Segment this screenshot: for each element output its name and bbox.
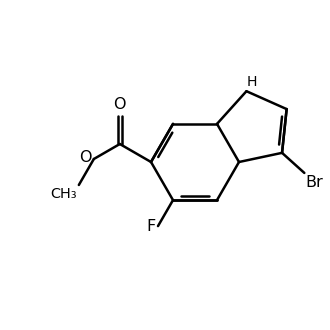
Text: Br: Br xyxy=(305,175,323,190)
Text: O: O xyxy=(79,150,92,166)
Text: F: F xyxy=(147,218,156,234)
Text: H: H xyxy=(247,75,257,89)
Text: CH₃: CH₃ xyxy=(50,187,77,201)
Text: O: O xyxy=(114,97,126,112)
